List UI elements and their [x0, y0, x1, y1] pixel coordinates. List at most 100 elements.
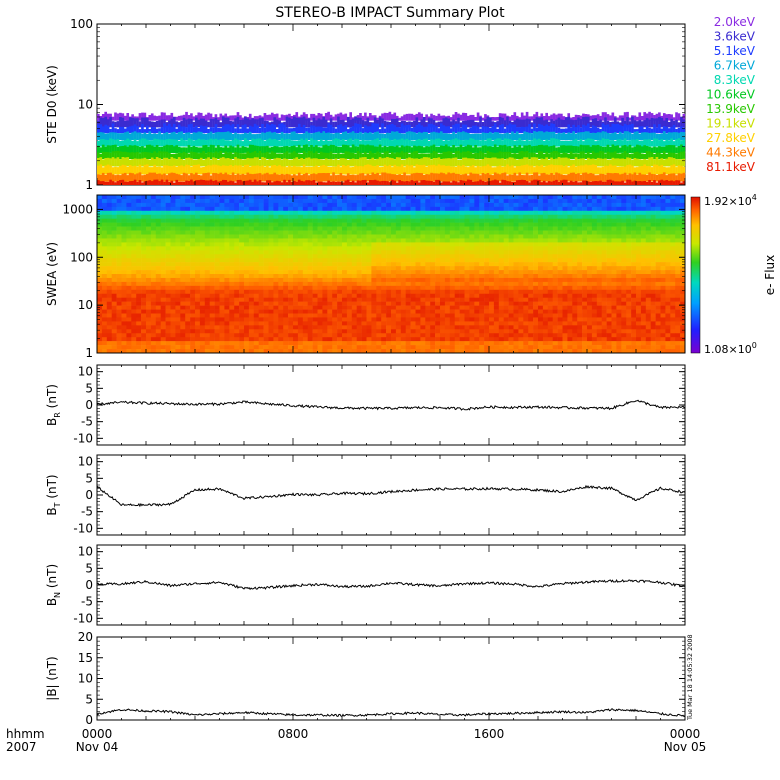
swea-cell: [342, 210, 348, 216]
swea-cell: [155, 242, 161, 247]
swea-cell: [631, 246, 637, 251]
swea-cell: [523, 195, 529, 200]
swea-cell: [547, 238, 553, 243]
swea-cell: [229, 270, 235, 275]
ste-bar-2: [484, 126, 487, 134]
ste-bar-10: [665, 180, 669, 185]
ste-bar-1: [562, 120, 566, 128]
swea-cell: [650, 238, 656, 243]
ste-bar-2: [119, 126, 122, 134]
ste-bar-6: [476, 153, 480, 160]
swea-cell: [479, 238, 485, 243]
swea-cell: [636, 254, 642, 259]
swea-cell: [116, 238, 122, 243]
ste-bar-4: [202, 139, 205, 147]
ste-bar-8: [621, 166, 624, 175]
swea-cell: [650, 262, 656, 267]
swea-cell: [513, 218, 519, 223]
swea-cell: [533, 262, 539, 267]
ste-bar-4: [116, 139, 120, 147]
swea-cell: [454, 266, 460, 271]
ste-bar-5: [403, 146, 406, 153]
swea-cell: [297, 195, 304, 200]
swea-cell: [616, 214, 622, 219]
swea-cell: [199, 210, 206, 216]
swea-cell: [288, 238, 294, 243]
swea-cell: [312, 262, 318, 267]
ste-bar-5: [555, 147, 558, 153]
ste-bar-0: [579, 115, 583, 121]
ste-bar-7: [263, 157, 267, 167]
ste-bar-1: [626, 117, 629, 128]
ste-bar-3: [471, 133, 475, 141]
ste-bar-7: [454, 157, 458, 167]
swea-cell: [611, 206, 617, 212]
ste-bar-4: [258, 138, 262, 147]
swea-cell: [572, 262, 578, 267]
ste-bar-10: [606, 179, 610, 185]
ste-bar-4: [224, 140, 228, 147]
swea-cell: [493, 210, 500, 216]
ste-bar-9: [395, 174, 399, 182]
swea-cell: [322, 226, 328, 231]
ste-bar-2: [219, 128, 223, 134]
ste-bar-2: [621, 126, 624, 134]
swea-cell: [440, 210, 446, 216]
swea-cell: [469, 218, 475, 223]
swea-cell: [601, 202, 607, 208]
swea-cell: [248, 230, 255, 235]
swea-cell: [513, 246, 519, 251]
ste-bar-9: [128, 172, 132, 182]
swea-cell: [503, 266, 509, 271]
ste-bar-1: [354, 116, 357, 128]
ste-bar-4: [273, 139, 277, 147]
swea-cell: [552, 242, 558, 247]
ste-bar-2: [574, 127, 578, 134]
swea-cell: [141, 226, 147, 231]
swea-cell: [601, 226, 607, 231]
ste-bar-6: [258, 151, 262, 160]
swea-cell: [626, 254, 632, 259]
swea-cell: [601, 234, 607, 239]
swea-cell: [204, 198, 210, 204]
ste-bar-6: [246, 151, 250, 160]
swea-cell: [160, 198, 166, 204]
ste-bar-5: [413, 145, 416, 153]
ste-bar-1: [268, 122, 272, 128]
ste-bar-9: [195, 172, 198, 182]
ste-bar-8: [268, 167, 272, 175]
swea-cell: [195, 218, 201, 223]
ste-bar-1: [148, 121, 152, 128]
ste-bar-8: [391, 167, 394, 175]
ste-bar-7: [498, 158, 502, 167]
ste-bar-3: [273, 132, 277, 141]
ste-bar-0: [386, 113, 389, 121]
swea-cell: [552, 210, 558, 216]
swea-cell: [415, 214, 421, 219]
swea-cell: [136, 230, 142, 235]
ste-bar-9: [197, 175, 201, 182]
swea-cell: [395, 270, 402, 275]
ste-bar-0: [395, 115, 399, 121]
swea-cell: [258, 266, 264, 271]
swea-cell: [493, 222, 500, 227]
ste-bar-4: [658, 140, 661, 147]
ste-bar-4: [589, 138, 593, 147]
ste-bar-2: [658, 124, 661, 134]
ste-bar-3: [672, 132, 676, 141]
ste-bar-9: [393, 174, 397, 182]
ste-bar-10: [469, 179, 473, 185]
ste-bar-4: [268, 138, 272, 147]
swea-cell: [542, 218, 549, 223]
ste-bar-9: [484, 174, 487, 182]
swea-cell: [273, 202, 279, 208]
ste-bar-4: [217, 139, 220, 147]
ste-bar-9: [241, 173, 245, 182]
swea-cell: [606, 258, 612, 263]
ste-bar-10: [221, 179, 225, 185]
ste-bar-8: [594, 165, 597, 175]
ste-bar-5: [190, 147, 193, 153]
swea-cell: [420, 195, 426, 200]
swea-cell: [645, 250, 651, 255]
ste-bar-1: [209, 118, 213, 128]
